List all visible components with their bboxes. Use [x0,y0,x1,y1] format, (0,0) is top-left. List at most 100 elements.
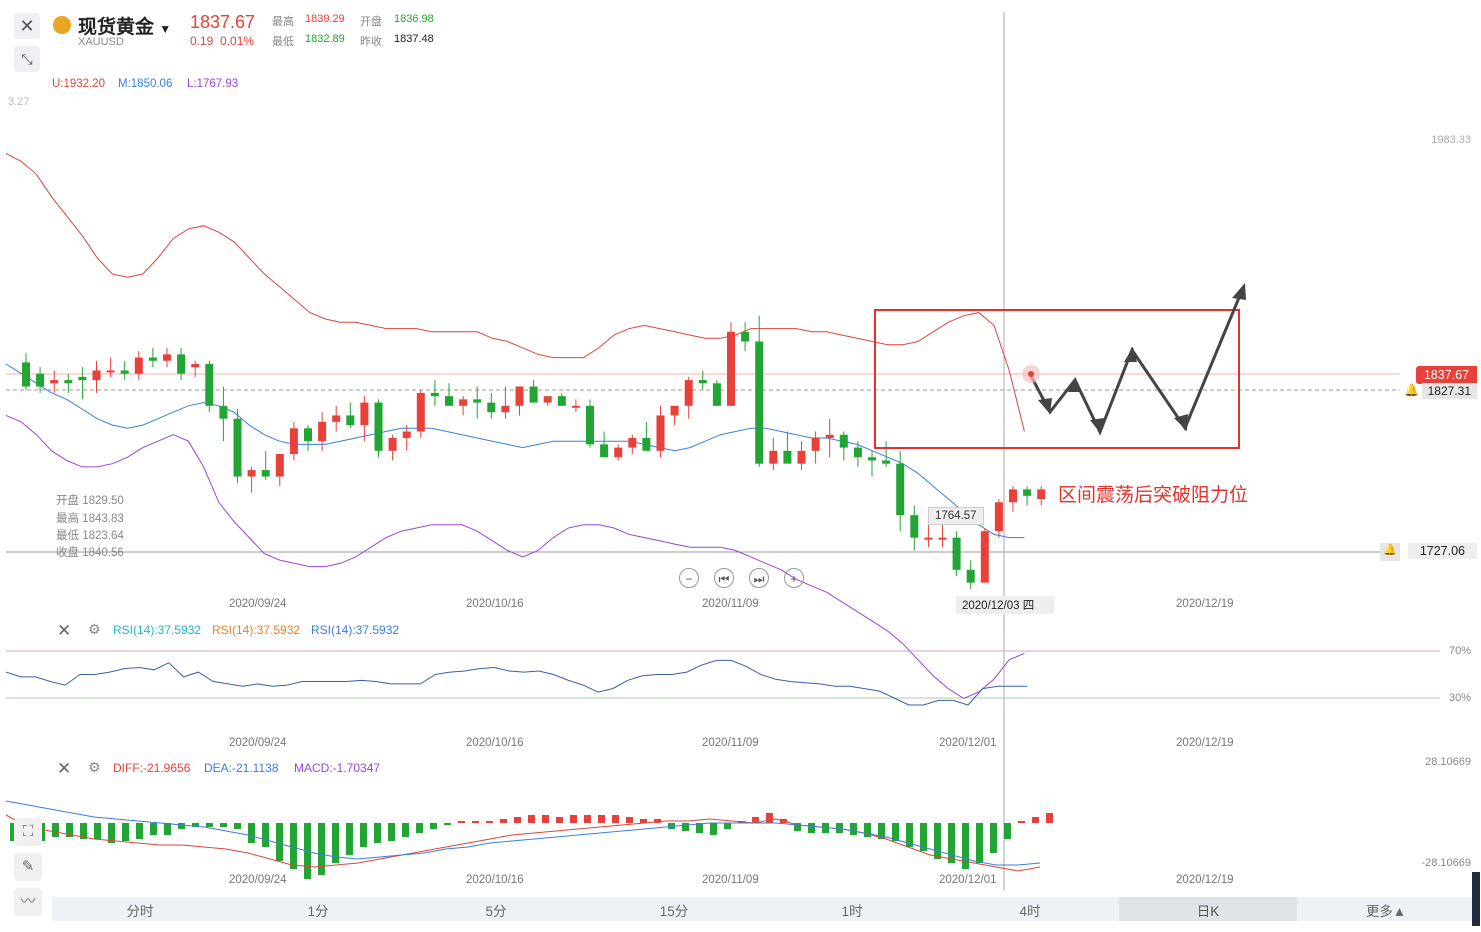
macd-bar [794,823,801,831]
macd-bar [486,821,493,823]
x-label: 2020/12/01 [939,737,997,749]
macd-bar [528,815,535,823]
x-label: 2020/11/09 [702,874,759,886]
macd-bar [850,823,857,835]
tab-daily[interactable]: 日K [1196,904,1220,919]
macd-bar [654,819,661,823]
macd-bar [402,823,409,837]
macd-bar [290,823,297,869]
candle-body [994,502,1003,532]
tab-more[interactable]: 更多▲ [1365,904,1407,919]
tab-4hour[interactable]: 4时 [1019,904,1041,919]
rsi-2-label: RSI(14):37.5932 [212,623,301,637]
bell-icon[interactable]: 🔔 [1380,543,1400,561]
tab-1hour[interactable]: 1时 [841,904,863,919]
tab-5min[interactable]: 5分 [485,904,507,919]
zoom-in-button[interactable]: + [784,568,804,588]
macd-dea-line [5,800,1041,866]
zoom-out-button[interactable]: − [679,568,699,588]
open-value: 1836.98 [394,13,434,25]
low-value: 1832.89 [305,33,345,45]
crosshair-price-tag: 1827.31 [1421,383,1477,399]
collapse-arrows-icon[interactable]: ⤡ [14,46,40,72]
rsi-30-label: 30% [1448,692,1471,704]
candle-body [247,470,256,477]
trend-line-icon[interactable]: 〰 [14,888,42,916]
x-label: 2020/10/16 [466,598,524,610]
candle-body [106,370,115,373]
bell-icon[interactable]: 🔔 [1404,383,1419,397]
macd-bar [346,823,353,855]
x-label: 2020/09/24 [229,737,287,749]
tab-timeshare[interactable]: 分时 [126,904,154,919]
rsi-line [5,659,1028,706]
low-price-marker: 1764.57 [928,507,984,525]
macd-bar [374,823,381,843]
macd-bar [766,813,773,823]
macd-bar [1018,821,1025,823]
candle-body [586,405,594,445]
instrument-name[interactable]: 现货黄金 ▼ [78,17,172,38]
macd-bar [542,815,549,823]
candle-body [205,363,214,406]
tab-1min[interactable]: 1分 [307,904,329,919]
annotation-box [874,309,1240,449]
x-label: 2020/10/16 [466,874,524,886]
boll-mid-label: M:1850.06 [118,78,173,90]
macd-bar [234,823,241,829]
candle-body [571,405,580,408]
macd-bar [444,823,451,825]
fullscreen-icon[interactable]: ⛶ [14,818,42,846]
candle-body [36,373,45,387]
scroll-end-button[interactable]: ⏭ [749,568,769,588]
macd-bar [192,823,199,827]
candle-body [938,537,947,540]
scroll-start-button[interactable]: ⏮ [714,568,734,588]
macd-bar [52,823,59,837]
close-macd-icon[interactable]: ✕ [57,759,72,778]
candle-body [148,357,157,361]
candle-body [64,380,73,384]
macd-bar [1046,813,1053,823]
boll-upper-line [5,152,1025,432]
rsi-70-label: 70% [1448,645,1471,657]
gear-icon[interactable]: ⚙ [88,621,101,637]
macd-bar [696,823,703,833]
pencil-icon[interactable]: ✎ [14,853,42,881]
left-edge-value: 3.27 [8,96,30,108]
candle-body [92,370,101,381]
candle-body [459,399,468,406]
prev-close-label: 昨收 [360,36,382,48]
candle-body [346,415,355,426]
candle-body [22,362,30,387]
macd-bar [262,823,269,847]
rsi-3-label: RSI(14):37.5932 [311,623,400,637]
y-axis-top-label: 1983.33 [1431,134,1471,146]
candle-body [487,402,496,413]
macd-bar [416,823,423,833]
x-label: 2020/12/01 [939,874,997,886]
x-label: 2020/12/19 [1176,737,1234,749]
scrollbar-handle[interactable] [1472,872,1480,926]
candle-body [360,402,369,426]
open-label: 开盘 [360,16,382,28]
rsi-1-label: RSI(14):37.5932 [113,623,202,637]
candle-body [868,457,876,461]
candle-body [501,405,510,413]
macd-bar [920,823,927,851]
x-label: 2020/11/09 [702,598,759,610]
boll-upper-label: U:1932.20 [52,78,106,90]
candle-body [318,421,327,442]
macd-bar [962,823,969,869]
close-chart-button[interactable]: ✕ [14,13,40,39]
macd-bar [892,823,899,841]
candle-body [727,331,735,406]
macd-bar [276,823,283,861]
gear-icon[interactable]: ⚙ [88,759,101,775]
tab-15min[interactable]: 15分 [659,904,689,919]
candle-body [839,434,848,448]
candle-body [783,450,792,464]
macd-bar [864,823,871,837]
current-price: 1837.67 [190,12,256,32]
close-rsi-icon[interactable]: ✕ [57,621,72,640]
